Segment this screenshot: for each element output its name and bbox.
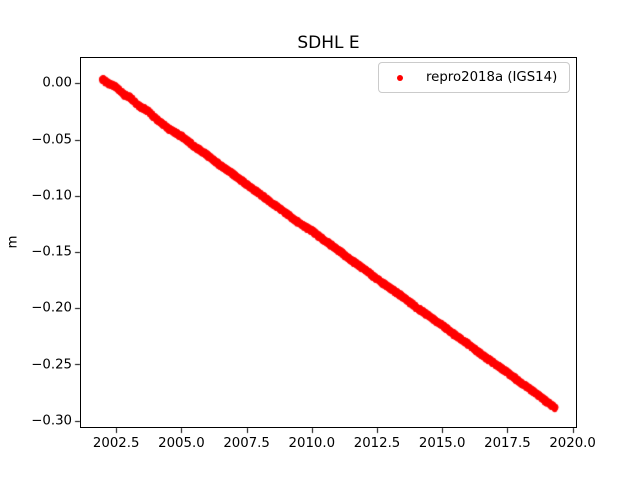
y-tick-label: −0.25 [31,357,72,372]
y-tick-label: −0.10 [31,188,72,204]
chart-title: SDHL E [297,33,360,53]
y-tick-label: −0.20 [31,300,72,316]
x-tick-label: 2015.0 [418,436,466,451]
plot-area [80,57,577,428]
x-tick-label: 2007.5 [223,436,270,451]
legend-marker-dot [397,74,403,81]
x-tick-label: 2005.0 [158,436,205,451]
legend: repro2018a (IGS14) [378,62,570,93]
y-tick-label: 0.00 [42,75,72,91]
y-axis-tick-labels: 0.00 −0.05 −0.10 −0.15 −0.20 −0.25 −0.30 [0,0,72,480]
x-tick-label: 2002.5 [92,436,140,451]
y-tick-label: −0.30 [31,413,72,429]
x-tick-label: 2012.5 [353,436,401,451]
x-tick-label: 2010.0 [288,436,336,451]
y-tick-label: −0.15 [31,244,72,260]
x-tick-label: 2017.5 [484,436,531,451]
x-tick-label: 2020.0 [549,436,596,451]
x-axis-tick-labels: 2002.5 2005.0 2007.5 2010.0 2012.5 2015.0 2017… [0,436,640,452]
y-tick-label: −0.05 [31,132,72,148]
legend-label: repro2018a (IGS14) [426,70,558,85]
